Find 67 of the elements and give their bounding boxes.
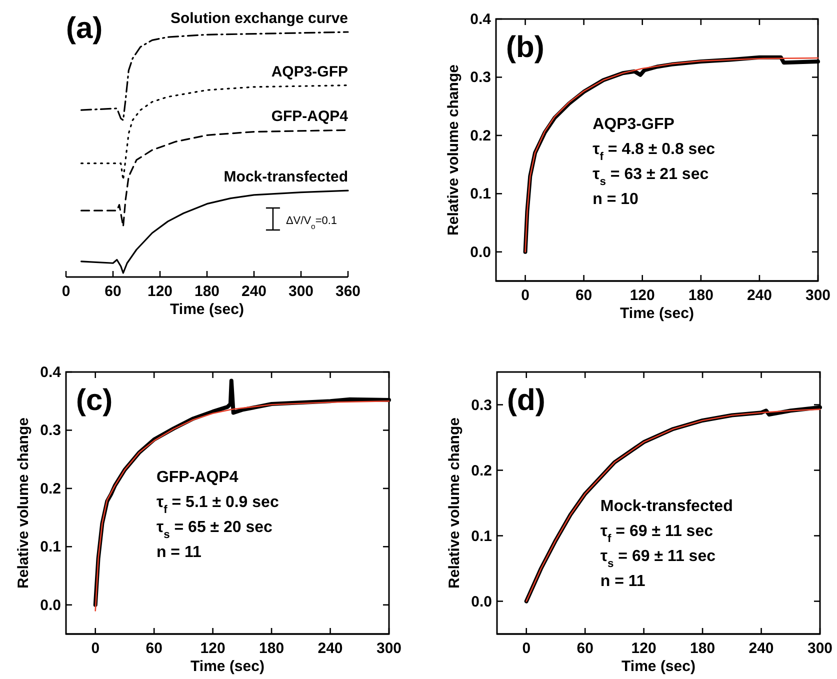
y-tick-label: 0.4 — [470, 11, 492, 28]
x-tick-label: 120 — [200, 640, 226, 657]
annotation: τ$_{f}$ = 4.8 ± 0.8 sec — [592, 141, 716, 164]
x-tick-label: 0 — [522, 640, 531, 657]
x-tick-label: 300 — [805, 287, 831, 304]
chart-title: (a) — [66, 12, 103, 45]
annotation: τ$_{f}$ = 69 ± 11 sec — [600, 522, 714, 545]
y-tick-label: 0.3 — [471, 396, 492, 414]
series-label: Mock-transfected — [224, 168, 348, 186]
annotation: τ$_{s}$ = 65 ± 20 sec — [156, 519, 273, 542]
x-tick-label: 120 — [147, 283, 173, 300]
x-tick-label: 180 — [259, 640, 284, 657]
annotation: τ$_{f}$ = 5.1 ± 0.9 sec — [156, 494, 279, 516]
x-axis-title: Time (sec) — [620, 305, 694, 322]
y-tick-label: 0.1 — [470, 186, 491, 203]
x-axis-title: Time (sec) — [170, 301, 244, 318]
x-tick-label: 360 — [335, 283, 361, 300]
x-tick-label: 300 — [807, 640, 833, 657]
x-tick-label: 240 — [241, 283, 267, 300]
annotation: Mock-transfected — [600, 498, 733, 515]
chart-title: (c) — [76, 384, 113, 417]
series-label: Solution exchange curve — [170, 10, 348, 27]
y-tick-label: 0.3 — [470, 69, 491, 86]
x-tick-label: 240 — [746, 287, 772, 304]
x-tick-label: 300 — [288, 283, 314, 300]
y-tick-label: 0.0 — [40, 596, 61, 614]
annotation: τ$_{s}$ = 63 ± 21 sec — [592, 166, 709, 188]
y-axis-title: Relative volume change — [446, 418, 463, 588]
annotation: AQP3-GFP — [592, 116, 675, 134]
y-axis-title: Relative volume change — [445, 64, 462, 236]
y-tick-label: 0.1 — [40, 538, 61, 556]
x-tick-label: 60 — [576, 640, 594, 657]
x-tick-label: 0 — [521, 287, 530, 304]
y-tick-label: 0.1 — [471, 528, 492, 545]
x-tick-label: 180 — [194, 283, 220, 300]
x-tick-label: 60 — [575, 287, 592, 304]
annotation: n = 11 — [600, 572, 646, 590]
x-tick-label: 120 — [630, 287, 655, 304]
y-tick-label: 0.2 — [471, 462, 492, 480]
annotation: n = 11 — [156, 544, 202, 562]
y-tick-label: 0.0 — [470, 244, 491, 261]
annotation: GFP-AQP4 — [156, 469, 238, 486]
y-tick-label: 0.2 — [40, 480, 61, 498]
y-tick-label: 0.3 — [40, 422, 61, 440]
x-axis-title: Time (sec) — [190, 658, 264, 675]
x-tick-label: 0 — [62, 283, 70, 300]
x-tick-label: 60 — [146, 640, 162, 657]
chart-title: (d) — [507, 384, 546, 417]
x-tick-label: 180 — [690, 640, 716, 657]
annotation: ΔV/V$_{o}$=0.1 — [286, 214, 338, 230]
x-tick-label: 180 — [688, 287, 714, 304]
y-tick-label: 0.4 — [40, 364, 62, 381]
x-tick-label: 120 — [631, 640, 656, 657]
x-axis-title: Time (sec) — [622, 658, 696, 675]
x-tick-label: 60 — [104, 283, 122, 300]
annotation: n = 10 — [592, 191, 639, 208]
x-tick-label: 0 — [91, 640, 100, 657]
chart-title: (b) — [506, 31, 544, 64]
y-tick-label: 0.0 — [471, 593, 492, 610]
series-label: GFP-AQP4 — [271, 108, 349, 126]
x-tick-label: 240 — [318, 640, 343, 657]
x-tick-label: 300 — [376, 640, 402, 657]
y-tick-label: 0.2 — [470, 127, 491, 144]
annotation: τ$_{s}$ = 69 ± 11 sec — [600, 548, 716, 570]
series-label: AQP3-GFP — [271, 63, 348, 80]
y-axis-title: Relative volume change — [15, 418, 32, 588]
x-tick-label: 240 — [748, 640, 774, 657]
